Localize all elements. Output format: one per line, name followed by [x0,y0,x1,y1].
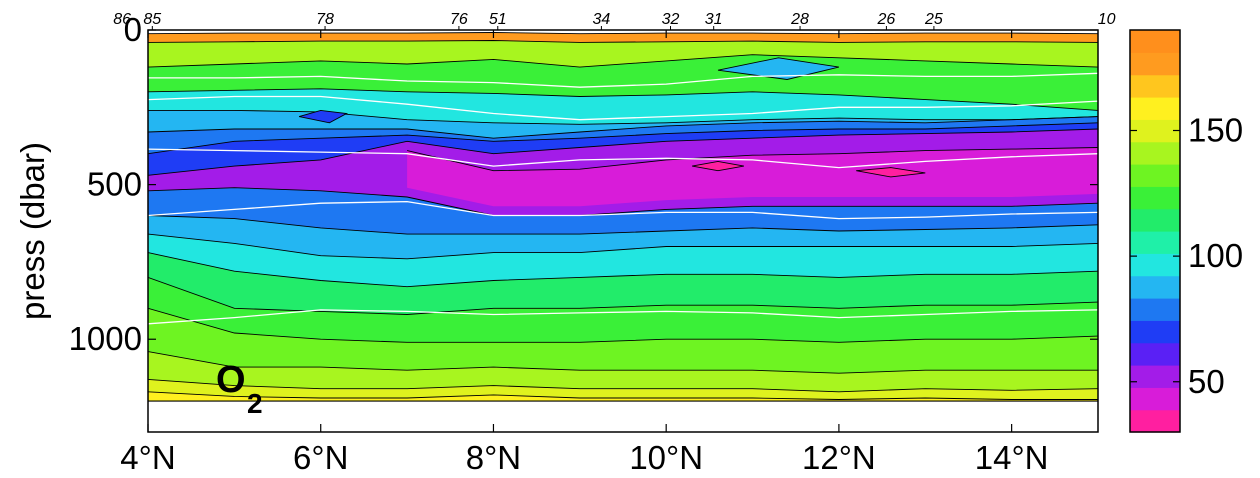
x-tick-label: 8°N [466,439,521,476]
x-tick-label: 6°N [293,439,348,476]
colorbar-segment [1130,275,1180,299]
contour-lines [148,32,1098,402]
isopycnal-isopycnal-d [148,200,1098,220]
contour-line-orange-bottom [148,391,1098,400]
station-label: 10 [1098,11,1116,28]
annotation-main: O [216,359,246,401]
contour-line-purple [148,128,1098,176]
colorbar-segment [1130,164,1180,187]
plot-frame [147,29,1099,433]
colorbar-segment [1130,365,1180,388]
x-tick-label: 14°N [975,439,1049,476]
isopycnal-isopycnal-e [148,309,1098,325]
y-axis-label: press (dbar) [14,142,51,320]
colorbar-segment [1130,52,1180,76]
colorbar-segment [1130,208,1180,232]
isopycnal-isopycnal-b [148,95,1098,121]
contour-line-upper-blue [148,109,1098,125]
station-label: 86 [113,11,131,28]
station-label: 26 [877,11,896,28]
y-tick-label: 1000 [69,320,142,357]
station-labels: 86 85 78 76 51 34 32 31 28 26 25 10 [113,11,1116,30]
colorbar-segment [1130,253,1180,277]
colorbar-segment [1130,231,1180,254]
colorbar-segment [1130,409,1180,433]
contour-line-green-deep [148,252,1098,288]
contour-line-surface-transition [148,40,1098,43]
x-tick-label: 4°N [120,439,175,476]
station-label: 51 [489,11,507,28]
isopycnal-isopycnal-c [148,148,1098,169]
contour-line-mid-blue [148,116,1098,139]
station-label: 34 [593,11,611,28]
station-label: 85 [143,11,161,28]
contour-line-cyan-deep [148,215,1098,235]
contour-patch-omz-center [692,160,744,172]
contour-line-upper-cyan [148,88,1098,111]
colorbar-frame [1129,29,1181,433]
colorbar-segment [1130,74,1180,98]
y-tick-label: 500 [87,166,142,203]
oxygen-annotation: O 2 [216,359,263,419]
colorbar-tick-label: 150 [1188,112,1243,149]
colorbar-segment [1130,186,1180,210]
station-label: 78 [316,11,334,28]
station-label: 76 [450,11,468,28]
isopycnal-isopycnal-a [148,72,1098,88]
colorbar-segment [1130,342,1180,366]
colorbar-segment [1130,30,1180,53]
contour-line-teal-deep [148,233,1098,260]
colorbar-tick-label: 50 [1188,363,1225,400]
contour-band-yellow [148,379,1098,402]
contour-line-yellow [148,378,1098,393]
contour-patch-blue-pocket-6N [298,109,349,124]
colorbar-tick-label: 100 [1188,237,1243,274]
station-label: 32 [662,11,680,28]
colorbar-segment [1130,298,1180,321]
contour-band-orange-bottom [148,391,1098,402]
colorbar-segment [1130,119,1180,143]
contour-line-yellowgreen [148,351,1098,374]
contour-patch-omz-east [856,167,926,178]
colorbar-segment [1130,320,1180,344]
contour-line-below-omz [148,187,1098,216]
colorbar-segment [1130,141,1180,165]
contour-line-green3 [148,307,1098,343]
y-axis: 0 500 1000 [69,11,1098,357]
annotation-subscript: 2 [247,388,263,419]
no-data-region [148,401,1098,432]
colorbar: 50 100 150 [1129,29,1243,433]
x-tick-label: 12°N [802,439,876,476]
contour-line-upper-green [148,54,1098,68]
station-label: 28 [790,11,809,28]
y-tick-label: 0 [124,11,142,48]
contour-line-omz-core [406,147,1098,172]
colorbar-segment [1130,387,1180,411]
colorbar-segment [1130,97,1180,120]
x-axis: 4°N 6°N 8°N 10°N 12°N 14°N [120,30,1049,476]
isopycnal-lines [148,72,1098,325]
contour-band-omz-core [407,147,1098,207]
contour-fill-layers [148,32,1098,432]
contour-line-surface [148,32,1098,35]
station-label: 31 [705,11,723,28]
station-label: 25 [924,11,943,28]
contour-line-blue [148,122,1098,155]
x-tick-label: 10°N [629,439,703,476]
